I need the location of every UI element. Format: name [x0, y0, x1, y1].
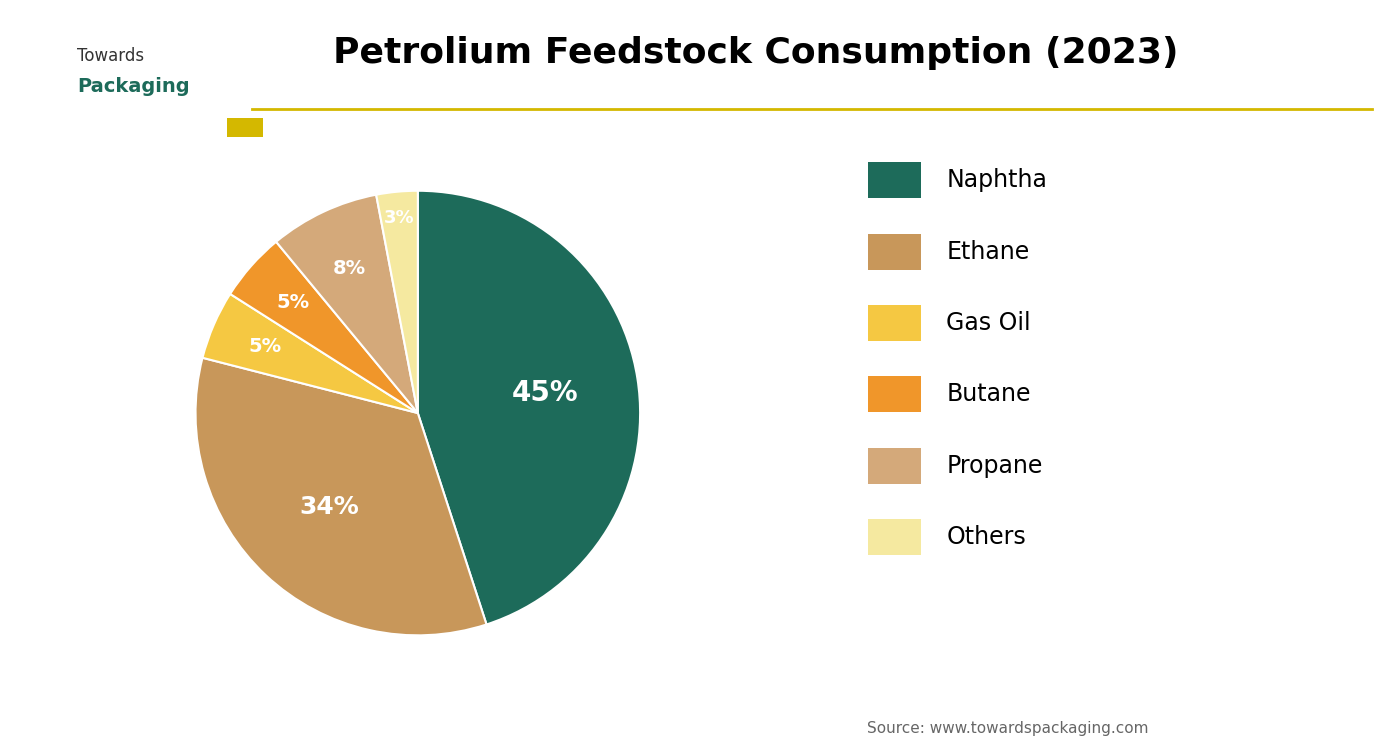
Wedge shape — [377, 191, 417, 413]
Text: Others: Others — [946, 525, 1026, 549]
Text: Ethane: Ethane — [946, 240, 1029, 264]
Text: 45%: 45% — [512, 379, 578, 407]
Text: 3%: 3% — [384, 210, 414, 228]
Text: Source: www.towardspackaging.com: Source: www.towardspackaging.com — [867, 721, 1149, 736]
Text: Propane: Propane — [946, 454, 1043, 478]
Wedge shape — [203, 294, 417, 413]
Wedge shape — [417, 191, 640, 625]
Text: Petrolium Feedstock Consumption (2023): Petrolium Feedstock Consumption (2023) — [333, 35, 1179, 70]
Text: 5%: 5% — [248, 337, 281, 356]
Text: Naphtha: Naphtha — [946, 168, 1047, 192]
Wedge shape — [196, 357, 487, 635]
Text: Gas Oil: Gas Oil — [946, 311, 1030, 335]
Text: Butane: Butane — [946, 382, 1030, 406]
Text: 5%: 5% — [276, 294, 309, 312]
Text: 34%: 34% — [300, 495, 360, 519]
Text: Towards: Towards — [77, 47, 144, 65]
Wedge shape — [230, 242, 417, 413]
Text: Packaging: Packaging — [77, 77, 189, 96]
Text: 8%: 8% — [333, 259, 367, 278]
Wedge shape — [276, 195, 417, 413]
